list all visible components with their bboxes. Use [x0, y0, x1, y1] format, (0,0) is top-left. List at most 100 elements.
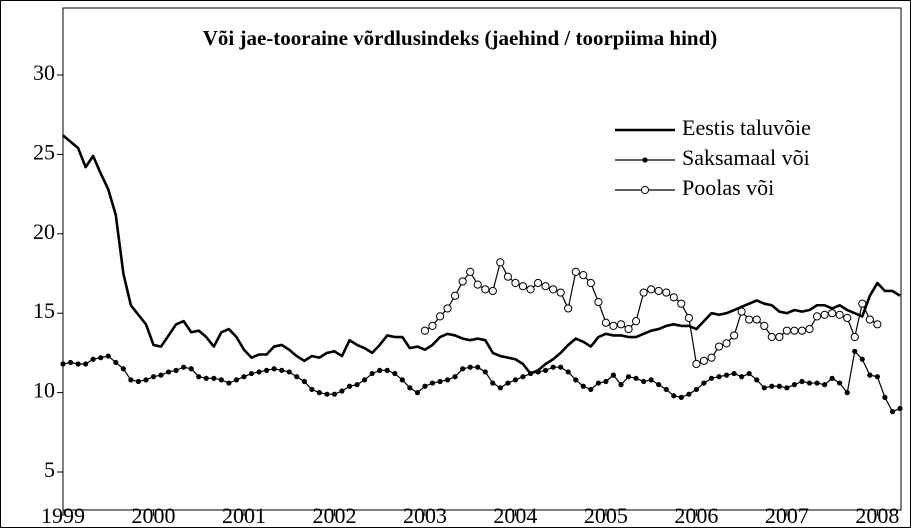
x-tick-label: 2002 [312, 503, 356, 528]
point [286, 369, 292, 375]
point [573, 377, 579, 383]
point [579, 270, 588, 280]
y-tick-label: 20 [33, 219, 55, 244]
point [746, 370, 752, 377]
point [754, 377, 760, 383]
point [437, 378, 443, 385]
point [550, 364, 556, 370]
point [708, 375, 715, 381]
point [535, 369, 541, 375]
point [633, 375, 639, 381]
point [518, 282, 528, 291]
point [512, 377, 519, 383]
x-tick-label: 2000 [131, 503, 175, 528]
point [422, 383, 428, 389]
point [294, 374, 300, 380]
point [731, 370, 737, 377]
point [67, 359, 74, 366]
x-tick-label: 2006 [674, 503, 718, 528]
point [533, 278, 543, 288]
point [113, 359, 119, 366]
y-tick-label: 10 [33, 378, 55, 403]
point [776, 383, 782, 389]
point [723, 372, 730, 378]
point [428, 321, 437, 331]
y-tick-label: 25 [33, 139, 55, 164]
point [488, 286, 497, 296]
point [420, 326, 430, 335]
point [595, 380, 602, 386]
point [722, 339, 731, 348]
point [631, 317, 641, 326]
legend-marker [642, 157, 648, 163]
point [654, 286, 663, 296]
point [843, 313, 852, 323]
point [730, 331, 739, 340]
point [316, 390, 322, 396]
point [482, 369, 488, 375]
point [473, 280, 482, 289]
point [98, 355, 104, 361]
point [324, 391, 330, 397]
point [497, 385, 503, 391]
point [820, 310, 829, 319]
point [75, 361, 81, 367]
point [90, 356, 96, 362]
point [858, 299, 867, 308]
point [699, 356, 709, 365]
x-tick-label: 2001 [222, 503, 266, 528]
point [739, 374, 745, 380]
point [181, 364, 187, 370]
point [782, 326, 791, 335]
point [496, 258, 505, 267]
series-line [62, 350, 901, 413]
point [641, 378, 647, 385]
point [105, 353, 111, 359]
point [83, 361, 89, 367]
point [196, 374, 202, 380]
point [686, 391, 692, 397]
point [241, 374, 247, 380]
point [716, 374, 722, 380]
point [256, 369, 262, 375]
point [790, 326, 799, 335]
point [588, 386, 594, 393]
point [429, 380, 436, 386]
point [761, 385, 767, 391]
point [707, 353, 716, 362]
point [897, 405, 903, 412]
x-tick-label: 2005 [584, 503, 628, 528]
point [618, 382, 624, 388]
point [791, 382, 798, 388]
series-line [62, 134, 901, 375]
point [203, 375, 209, 381]
point [889, 409, 896, 415]
point [873, 320, 882, 329]
point [693, 386, 700, 393]
x-tick-label: 2007 [765, 503, 809, 528]
point [737, 307, 746, 316]
point [443, 304, 452, 313]
point [867, 372, 873, 378]
point [527, 370, 534, 377]
point [828, 309, 837, 318]
point [158, 372, 164, 378]
point [678, 394, 684, 400]
x-tick-label: 2004 [493, 503, 537, 528]
point [60, 361, 66, 367]
point [616, 320, 626, 329]
point [279, 367, 285, 373]
point [460, 366, 466, 372]
point [565, 369, 571, 375]
point [859, 356, 865, 362]
point [369, 370, 375, 377]
point [165, 369, 172, 375]
point [475, 364, 481, 370]
point [669, 293, 678, 302]
point [135, 378, 141, 385]
point [339, 388, 345, 394]
point [571, 267, 580, 277]
point [797, 326, 807, 335]
point [656, 382, 662, 388]
